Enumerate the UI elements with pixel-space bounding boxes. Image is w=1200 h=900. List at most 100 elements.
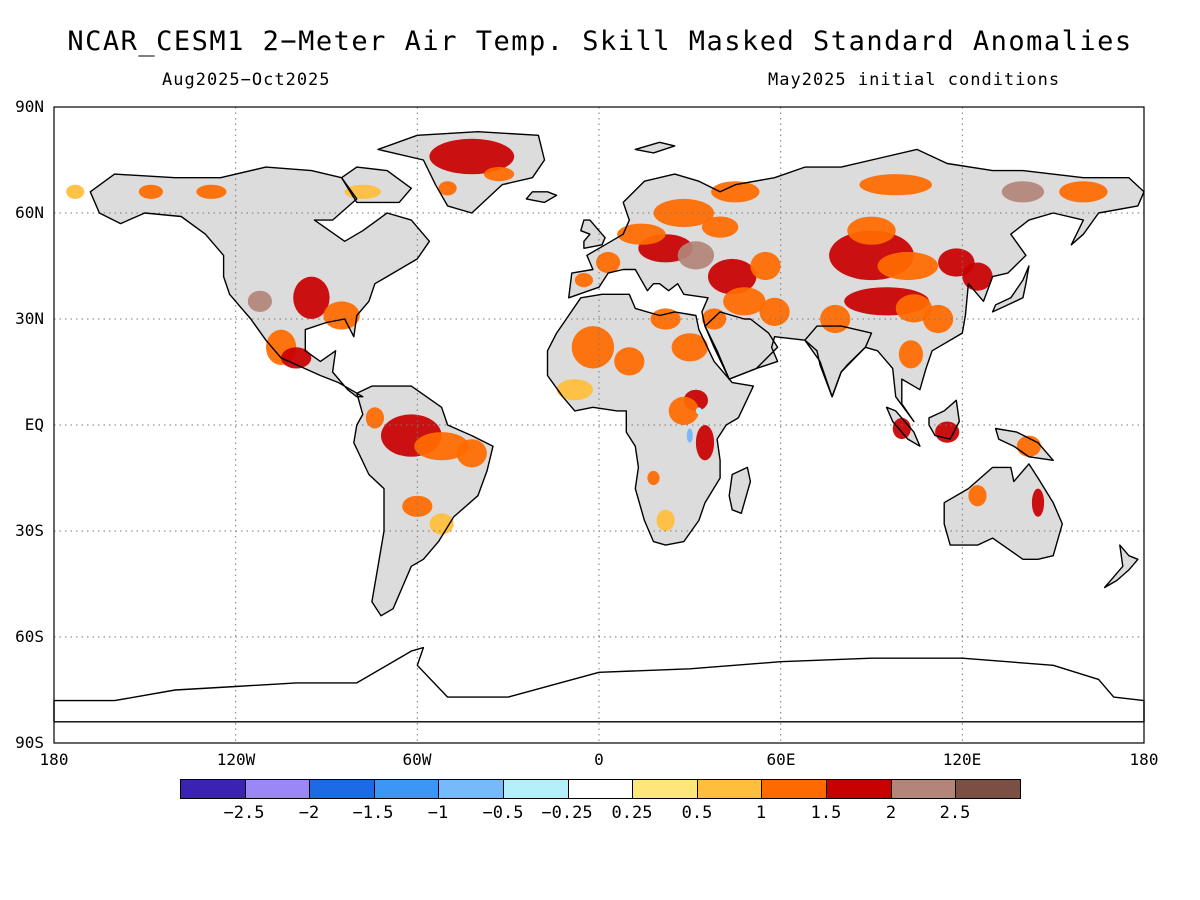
- north-america-coastline: [89, 166, 431, 398]
- anomaly-patch: [556, 379, 593, 401]
- anomaly-patch: [596, 251, 621, 274]
- colorbar-label: 1: [755, 803, 767, 823]
- colorbar-label: 1.5: [810, 803, 842, 823]
- australia-coastline: [943, 463, 1064, 560]
- valid-period-label: Aug2025−Oct2025: [162, 70, 331, 90]
- anomaly-patch: [695, 425, 715, 461]
- south-america-coastline: [353, 385, 494, 617]
- antarctica-coastline: [53, 646, 1145, 723]
- lat-label-90s: 90S: [15, 733, 44, 752]
- map-title: NCAR_CESM1 2−Meter Air Temp. Skill Maske…: [67, 26, 1133, 57]
- anomaly-patch: [923, 304, 954, 334]
- lon-label-60w: 60W: [402, 750, 432, 769]
- colorbar-swatch: [504, 780, 569, 798]
- colorbar-label: 0.5: [681, 803, 713, 823]
- anomaly-patch: [847, 216, 896, 245]
- colorbar-swatch: [245, 780, 311, 798]
- anomaly-patch: [895, 294, 933, 323]
- svalbard-land: [635, 142, 675, 153]
- japan-land: [992, 266, 1029, 312]
- anomaly-patch: [614, 347, 645, 376]
- anomaly-patch: [1059, 181, 1108, 203]
- colorbar-label: 0.25: [611, 803, 653, 823]
- anomaly-patch: [892, 417, 911, 440]
- lat-label-60n: 60N: [15, 203, 44, 222]
- anomaly-patch: [686, 428, 693, 443]
- coastline-layer: [53, 130, 1145, 723]
- colorbar-swatch: [762, 780, 828, 798]
- colorbar-label: −2.5: [223, 803, 265, 823]
- anomaly-patch: [484, 167, 515, 182]
- colorbar-label: −1: [427, 803, 449, 823]
- colorbar-swatch: [633, 780, 698, 798]
- colorbar-label: −2: [298, 803, 320, 823]
- anomaly-patch: [617, 223, 666, 245]
- anomaly-patch: [711, 181, 760, 203]
- colorbar-swatch: [697, 780, 763, 798]
- anomaly-patch: [1001, 181, 1045, 203]
- colorbar: [180, 779, 1021, 799]
- anomaly-patch: [438, 181, 457, 196]
- anomaly-patch: [196, 184, 227, 199]
- colorbar-swatch: [568, 780, 634, 798]
- anomaly-patch: [365, 407, 384, 429]
- eurasia-coastline: [568, 148, 1145, 423]
- greenland-coastline: [377, 130, 546, 214]
- sumatra-coastline: [885, 406, 921, 447]
- anomaly-patch: [708, 258, 757, 295]
- anomaly-patch: [759, 297, 790, 326]
- colorbar-swatch: [891, 780, 957, 798]
- initial-conditions-label: May2025 initial conditions: [768, 70, 1061, 90]
- new-guinea-coastline: [994, 427, 1054, 461]
- colorbar-swatch: [439, 780, 505, 798]
- anomaly-patch: [647, 470, 660, 486]
- colorbar-label: −0.25: [541, 803, 593, 823]
- anomaly-patch: [653, 198, 715, 228]
- lon-label-60e: 60E: [766, 750, 796, 769]
- anomaly-patch: [677, 241, 715, 270]
- lat-label-30n: 30N: [15, 309, 44, 328]
- madagascar-land: [729, 467, 751, 514]
- new-zealand-coastline: [1103, 544, 1139, 589]
- anomaly-patch: [859, 174, 932, 196]
- north-america-land: [90, 167, 430, 397]
- colorbar-swatch: [310, 780, 375, 798]
- anomaly-patch: [935, 421, 960, 443]
- lat-label-eq: EQ: [24, 415, 44, 434]
- graticule: [54, 107, 1144, 743]
- anomaly-patch: [723, 287, 766, 316]
- madagascar-coastline: [728, 466, 752, 514]
- anomaly-patch: [695, 407, 702, 415]
- anomaly-patch: [571, 326, 615, 369]
- colorbar-swatch: [827, 780, 892, 798]
- anomaly-patch: [750, 251, 781, 281]
- colorbar-label: −0.5: [482, 803, 524, 823]
- anomaly-patch: [429, 513, 454, 535]
- anomaly-patch: [66, 184, 85, 199]
- anomaly-patch: [138, 184, 163, 199]
- anomaly-patch: [456, 439, 487, 468]
- colorbar-swatch: [181, 780, 246, 798]
- lat-label-90n: 90N: [15, 97, 44, 116]
- india-coastline: [804, 325, 873, 398]
- lon-label-120e: 120E: [942, 750, 982, 769]
- africa-coastline: [546, 293, 755, 546]
- anomaly-patch: [429, 138, 515, 175]
- anomaly-layer: [66, 138, 1108, 535]
- anomaly-patch: [247, 290, 272, 312]
- borneo-coastline: [928, 399, 960, 440]
- anomaly-patch: [668, 396, 699, 425]
- anomaly-patch: [656, 509, 675, 531]
- anomaly-patch: [323, 301, 360, 330]
- lon-label-180e: 180: [1129, 750, 1159, 769]
- india-land: [804, 326, 872, 397]
- arabia-coastline: [704, 311, 779, 380]
- anomaly-patch: [281, 347, 312, 369]
- anomaly-patch: [402, 495, 433, 517]
- map-frame: [53, 106, 1145, 744]
- lat-label-30s: 30S: [15, 521, 44, 540]
- anomaly-patch: [1031, 488, 1045, 517]
- anomaly-patch: [574, 273, 594, 288]
- anomaly-patch: [968, 485, 987, 507]
- lon-label-180w: 180: [39, 750, 69, 769]
